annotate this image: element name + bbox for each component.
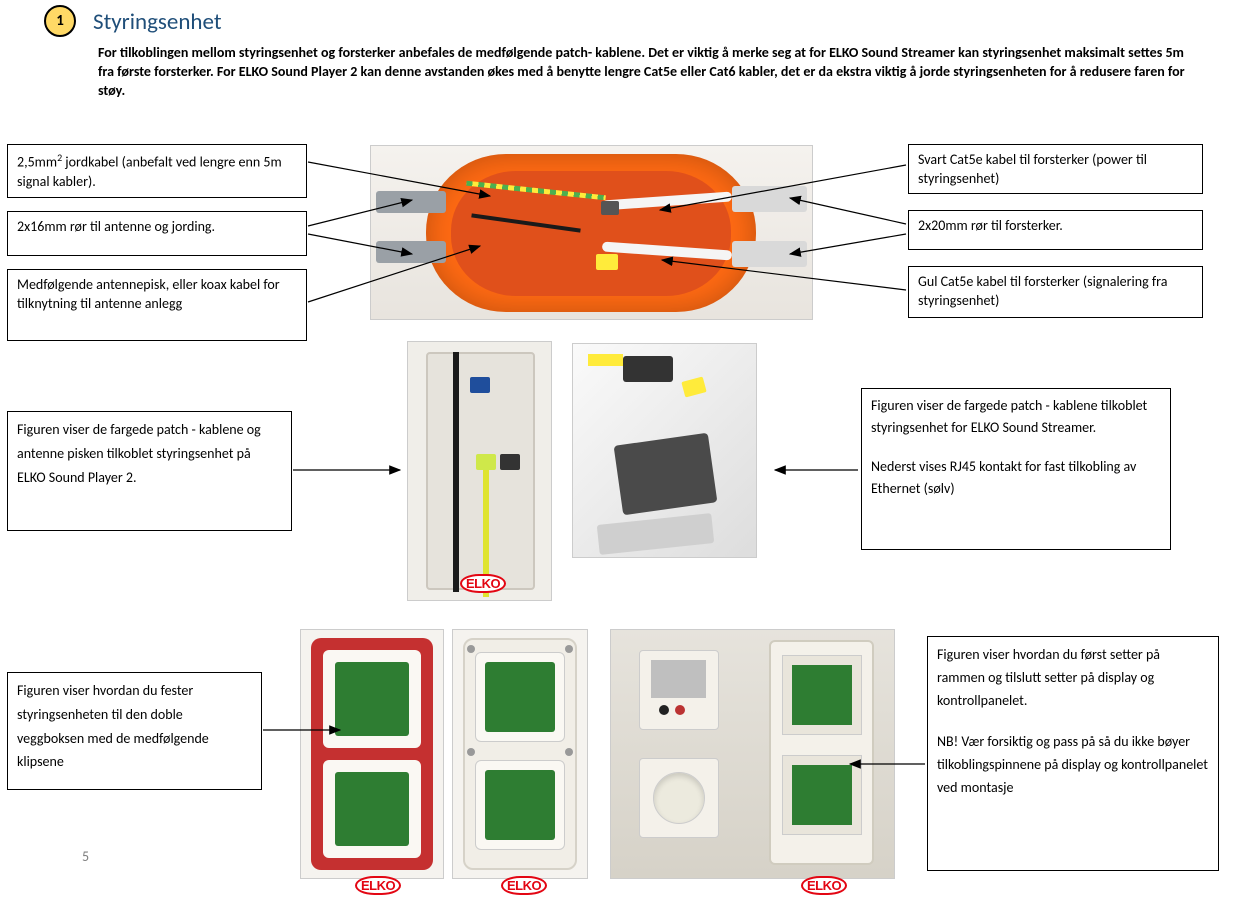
- page-number: 5: [82, 848, 89, 865]
- badge-number: 1: [56, 12, 64, 30]
- photo-panel-assembly: ELKO: [610, 629, 895, 879]
- callout-soundstreamer-desc: Figuren viser de fargede patch - kablene…: [861, 388, 1171, 550]
- photo-soundstreamer-back: [572, 343, 757, 558]
- photo-wallbox-white: ELKO: [452, 629, 588, 879]
- callout-antenna-whip: Medfølgende antennepisk, eller koax kabe…: [7, 269, 307, 341]
- photo-soundplayer2-back: ELKO: [407, 341, 552, 601]
- callout-panel-assembly: Figuren viser hvordan du først setter på…: [927, 636, 1219, 871]
- section-number-badge: 1: [44, 5, 76, 37]
- callout-yellow-cat5e: Gul Cat5e kabel til forsterker (signaler…: [908, 266, 1203, 318]
- photo-junction-box: [370, 145, 813, 320]
- callout-20mm-tube: 2x20mm rør til forsterker.: [908, 210, 1203, 250]
- intro-paragraph: For tilkoblingen mellom styringsenhet og…: [98, 44, 1198, 101]
- photo-wallbox-red: ELKO: [300, 629, 444, 879]
- callout-ground-cable: 2,5mm2 jordkabel (anbefalt ved lengre en…: [7, 144, 307, 198]
- callout-black-cat5e: Svart Cat5e kabel til forsterker (power …: [908, 144, 1203, 194]
- callout-16mm-tube: 2x16mm rør til antenne og jording.: [7, 211, 307, 256]
- elko-logo: ELKO: [355, 876, 401, 895]
- page-title: Styringsenhet: [93, 8, 222, 36]
- elko-logo: ELKO: [801, 876, 847, 895]
- elko-logo: ELKO: [501, 876, 547, 895]
- elko-logo: ELKO: [460, 574, 506, 593]
- callout-soundplayer2-desc: Figuren viser de fargede patch - kablene…: [7, 411, 292, 531]
- callout-mount-clips: Figuren viser hvordan du fester styrings…: [7, 672, 262, 790]
